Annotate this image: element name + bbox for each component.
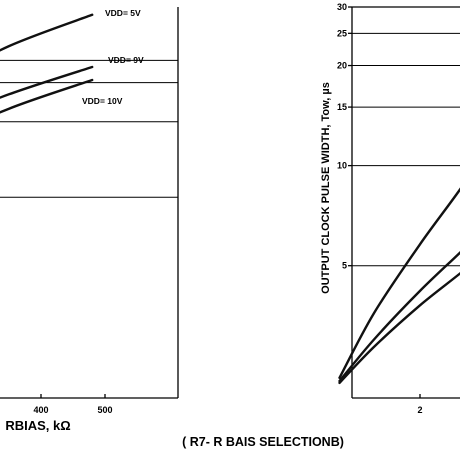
right-y-tick-label: 30 (337, 2, 347, 12)
right-x-tick-label: 2 (417, 405, 422, 415)
right-y-tick-label: 25 (337, 28, 347, 38)
right-series-line (338, 271, 460, 385)
right-series-line (338, 251, 460, 383)
left-series-line (0, 65, 94, 99)
left-series-label: VDD= 5V (105, 8, 141, 18)
right-y-axis-title: OUTPUT CLOCK PULSE WIDTH, Tow, µs (320, 82, 332, 294)
right-series-line (338, 187, 460, 379)
left-x-tick-label: 500 (97, 405, 112, 415)
caption: ( R7- R BAIS SELECTIONB) (182, 435, 344, 449)
left-x-tick-label: 400 (33, 405, 48, 415)
left-series-line (0, 78, 94, 114)
left-chart: 400 500 RBIAS, kΩ VDD= 5V VDD= 9V VDD= 10V (0, 7, 179, 433)
right-y-tick-label: 10 (337, 161, 347, 171)
right-y-tick-label: 5 (342, 261, 347, 271)
left-series-label: VDD= 10V (82, 96, 123, 106)
right-y-tick-label: 15 (337, 102, 347, 112)
left-series-label: VDD= 9V (108, 55, 144, 65)
right-chart: 5 10 15 20 25 30 2 OUTPUT CLOCK PULSE WIDTH, To… (320, 2, 460, 415)
right-y-tick-label: 20 (337, 61, 347, 71)
left-series-line (0, 13, 94, 52)
left-x-axis-title: RBIAS, kΩ (5, 418, 70, 433)
